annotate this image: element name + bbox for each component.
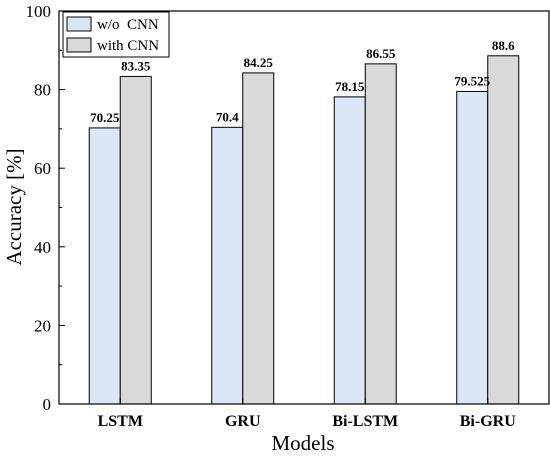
y-tick-label-80: 80 xyxy=(34,81,51,100)
bar-wo-cnn-bi-gru xyxy=(456,90,489,405)
data-label-wo-cnn-bi-lstm: 78.15 xyxy=(335,79,365,94)
data-label-wo-cnn-bi-gru: 79.525 xyxy=(454,73,490,88)
y-tick-label-20: 20 xyxy=(34,316,51,335)
data-label-wo-cnn-lstm: 70.25 xyxy=(90,110,120,125)
x-axis-title: Models xyxy=(272,431,335,455)
data-label-with-cnn-bi-lstm: 86.55 xyxy=(366,46,396,61)
bar-with-cnn-gru xyxy=(242,72,275,405)
y-tick-label-60: 60 xyxy=(34,159,51,178)
legend-swatch-with-cnn xyxy=(66,37,92,53)
bar-with-cnn-lstm xyxy=(119,75,152,405)
data-label-wo-cnn-gru: 70.4 xyxy=(216,109,239,124)
value-labels-layer: 70.25 83.35 70.4 84.25 78.15 86.55 79.525 88.6 xyxy=(90,38,515,125)
legend-label-with-cnn: with CNN xyxy=(97,38,159,54)
x-tick-label-gru: GRU xyxy=(225,413,261,430)
y-tick-label-100: 100 xyxy=(26,2,52,21)
bar-with-cnn-bi-gru xyxy=(487,55,520,405)
bar-wo-cnn-bi-lstm xyxy=(333,96,366,405)
legend: w/o CNN with CNN xyxy=(62,11,170,58)
x-tick-label-bi-gru: Bi-GRU xyxy=(460,413,516,430)
y-tick-label-0: 0 xyxy=(43,395,52,414)
y-tick-label-40: 40 xyxy=(34,238,51,257)
bars-layer xyxy=(88,55,520,405)
y-axis-title: Accuracy [%] xyxy=(2,148,26,265)
bar-with-cnn-bi-lstm xyxy=(364,63,397,405)
data-label-with-cnn-lstm: 83.35 xyxy=(121,58,151,73)
legend-label-wo-cnn: w/o CNN xyxy=(97,17,159,33)
x-tick-label-bi-lstm: Bi-LSTM xyxy=(332,413,398,430)
bar-wo-cnn-lstm xyxy=(88,127,121,405)
data-label-with-cnn-gru: 84.25 xyxy=(244,55,274,70)
x-tick-label-lstm: LSTM xyxy=(98,413,143,430)
bar-wo-cnn-gru xyxy=(211,126,244,405)
legend-swatch-wo-cnn xyxy=(66,16,92,32)
ticks-layer: LSTM GRU Bi-LSTM Bi-GRU 0 20 40 60 80 100 xyxy=(26,2,517,430)
data-label-with-cnn-bi-gru: 88.6 xyxy=(492,38,515,53)
